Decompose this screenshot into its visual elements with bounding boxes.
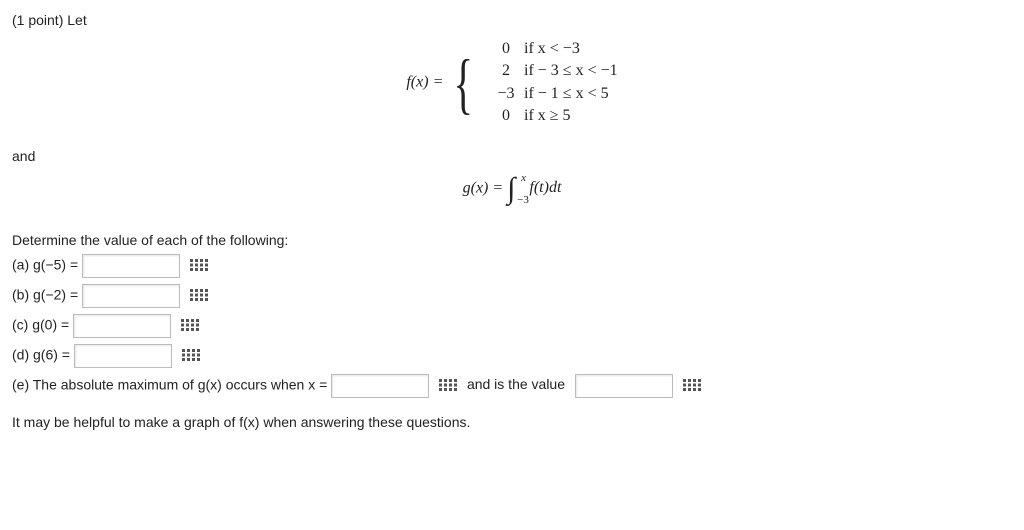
answer-a-input[interactable] xyxy=(82,254,180,278)
equation-editor-icon[interactable] xyxy=(683,379,701,393)
question-b-label: (b) g(−2) = xyxy=(12,286,78,302)
integral-integrand: f(t)dt xyxy=(529,179,561,196)
question-d-label: (d) g(6) = xyxy=(12,346,70,362)
question-c-label: (c) g(0) = xyxy=(12,316,69,332)
question-a-label: (a) g(−5) = xyxy=(12,256,78,272)
brace-icon: { xyxy=(454,49,474,117)
equation-editor-icon[interactable] xyxy=(190,289,208,303)
piecewise-val: 0 xyxy=(488,105,524,127)
equation-editor-icon[interactable] xyxy=(182,349,200,363)
determine-label: Determine the value of each of the follo… xyxy=(12,232,1012,248)
piecewise-val: 0 xyxy=(488,38,524,60)
equation-editor-icon[interactable] xyxy=(439,379,457,393)
answer-c-input[interactable] xyxy=(73,314,171,338)
piecewise-lhs: f(x) = xyxy=(406,73,443,90)
integral-upper: x xyxy=(521,172,526,184)
integral-lhs: g(x) = xyxy=(463,179,504,196)
piecewise-val: −3 xyxy=(488,83,524,105)
and-label: and xyxy=(12,148,1012,164)
integral-symbol: x ∫ −3 xyxy=(507,174,515,204)
equation-editor-icon[interactable] xyxy=(190,259,208,273)
piecewise-row: −3if − 1 ≤ x < 5 xyxy=(488,83,618,105)
footer-hint: It may be helpful to make a graph of f(x… xyxy=(12,414,1012,430)
question-e-mid-label: and is the value xyxy=(467,376,565,392)
piecewise-cond: if − 3 ≤ x < −1 xyxy=(524,62,618,79)
piecewise-row: 0if x ≥ 5 xyxy=(488,105,618,127)
piecewise-cond: if x < −3 xyxy=(524,40,580,57)
piecewise-definition: f(x) = { 0if x < −3 2if − 3 ≤ x < −1 −3i… xyxy=(12,38,1012,128)
question-e-pre-label: (e) The absolute maximum of g(x) occurs … xyxy=(12,376,327,392)
piecewise-val: 2 xyxy=(488,60,524,82)
points-label: (1 point) Let xyxy=(12,12,1012,28)
piecewise-row: 0if x < −3 xyxy=(488,38,618,60)
piecewise-row: 2if − 3 ≤ x < −1 xyxy=(488,60,618,82)
answer-e-value-input[interactable] xyxy=(575,374,673,398)
integral-definition: g(x) = x ∫ −3 f(t)dt xyxy=(12,174,1012,204)
answer-e-x-input[interactable] xyxy=(331,374,429,398)
integral-lower: −3 xyxy=(517,194,529,206)
answer-d-input[interactable] xyxy=(74,344,172,368)
answer-b-input[interactable] xyxy=(82,284,180,308)
piecewise-cond: if x ≥ 5 xyxy=(524,107,571,124)
equation-editor-icon[interactable] xyxy=(181,319,199,333)
piecewise-cond: if − 1 ≤ x < 5 xyxy=(524,85,609,102)
